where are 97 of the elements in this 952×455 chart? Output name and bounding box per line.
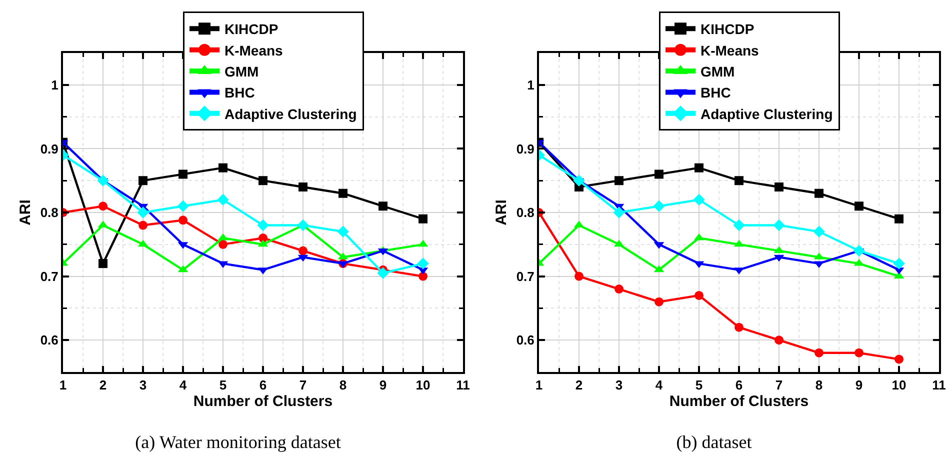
point [217,194,229,206]
point [137,206,149,218]
point [774,336,784,345]
x-tick-label: 2 [99,378,107,393]
x-axis-title: Number of Clusters [669,393,809,410]
legend-label: KIHCDP [224,21,278,38]
point [337,226,349,238]
point [694,290,704,300]
y-tick-label: 0.6 [40,332,58,348]
x-tick-label: 3 [615,378,623,393]
point [693,194,705,206]
point [97,174,109,186]
y-tick-label: 1 [51,77,58,92]
point [613,206,625,218]
point [417,258,429,270]
point [377,267,389,279]
point [654,170,664,179]
point [894,354,904,364]
point [773,219,785,232]
y-tick-label: 0.9 [516,141,534,156]
legend-label: KIHCDP [700,21,754,38]
point [653,200,665,212]
y-axis-title: ARI [493,200,510,226]
point [814,348,824,358]
x-axis-title: Number of Clusters [193,393,333,410]
x-tick-label: 10 [892,378,906,393]
point [813,226,825,238]
point [734,176,744,186]
legend-label: Adaptive Clustering [224,106,357,122]
y-tick-label: 0.7 [40,268,58,284]
x-tick-label: 10 [416,378,430,393]
text: (b) dataset [676,432,752,452]
x-tick-label: 2 [575,378,583,393]
x-tick-label: 6 [735,378,743,393]
point [98,202,108,211]
y-tick-label: 0.7 [516,268,534,284]
x-tick-label: 7 [775,378,783,393]
point [98,259,108,268]
x-tick-label: 8 [815,378,823,393]
x-tick-label: 4 [179,378,188,393]
point [178,216,188,225]
x-tick-label: 9 [855,378,863,393]
point [297,219,309,232]
point [614,176,624,186]
y-tick-label: 0.8 [516,205,534,220]
point [418,272,428,281]
point [654,297,664,306]
legend-label: Adaptive Clustering [700,106,833,122]
point [574,272,584,281]
point [138,176,148,186]
y-tick-label: 0.6 [516,332,534,348]
y-axis-title: ARI [17,200,34,226]
legend-label: BHC [224,84,255,101]
legend-label: GMM [700,63,735,80]
point [814,188,824,198]
point [378,202,388,211]
point [734,322,744,332]
point [178,170,188,179]
x-tick-label: 7 [299,378,307,393]
x-tick-label: 8 [339,378,347,393]
point [218,163,228,172]
x-tick-label: 5 [219,378,227,393]
point [614,284,624,294]
point [218,240,228,249]
point [257,219,269,232]
text: (a) Water monitoring dataset [135,432,341,452]
x-tick-label: 11 [456,378,470,393]
x-tick-label: 3 [139,378,147,393]
legend-label: K-Means [224,42,284,58]
point [774,182,784,192]
point [177,200,189,212]
legend-label: GMM [224,63,259,80]
point [893,258,905,270]
y-tick-label: 0.9 [40,141,58,156]
point [258,176,268,186]
point [138,220,148,230]
point [418,214,428,224]
x-tick-label: 6 [259,378,267,393]
x-tick-label: 5 [695,378,703,393]
point [573,174,585,186]
point [733,219,745,232]
point [338,188,348,198]
point [894,214,904,224]
x-tick-label: 9 [379,378,387,393]
x-tick-label: 4 [655,378,664,393]
y-tick-label: 1 [527,77,534,92]
x-tick-label: 11 [932,378,946,393]
legend-label: K-Means [700,42,760,58]
point [854,348,864,358]
y-tick-label: 0.8 [40,205,58,220]
point [258,234,268,243]
point [298,246,308,256]
legend-label: BHC [700,84,731,101]
point [854,202,864,211]
point [694,163,704,172]
point [298,182,308,192]
point [853,244,865,257]
